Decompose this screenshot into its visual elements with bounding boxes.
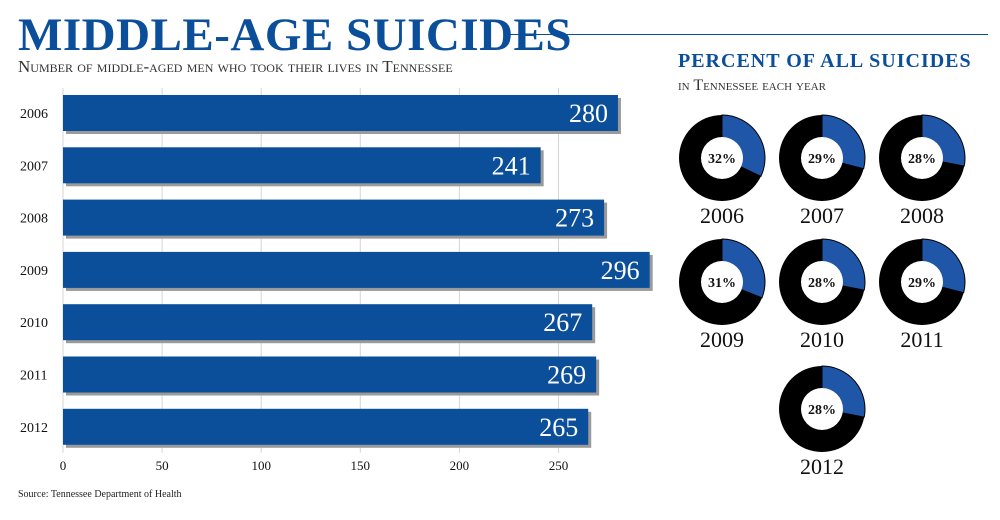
donut-percent-label: 31% (708, 276, 736, 291)
donut-hole (801, 137, 843, 179)
y-tick-label: 2011 (20, 369, 47, 384)
data-label: 269 (547, 361, 586, 390)
bar (63, 147, 541, 184)
donut-hole (901, 137, 943, 179)
donut-year-label: 2010 (800, 327, 844, 352)
bar (63, 95, 618, 131)
data-label: 280 (569, 99, 608, 128)
donut-ring (879, 115, 965, 201)
page-title: MIDDLE-AGE SUICIDES (18, 9, 573, 61)
donut-hole (701, 137, 743, 179)
y-tick-label: 2010 (20, 316, 48, 331)
donut-hole (701, 261, 743, 303)
y-tick-label: 2006 (20, 107, 48, 122)
donut-ring (779, 239, 865, 325)
donut-percent-label: 28% (908, 152, 936, 167)
x-tick-label: 0 (60, 458, 67, 473)
x-tick-label: 200 (450, 458, 470, 473)
bar-chart: 0 50 100 150 200 250 2006 280 2007 241 2008 273 2009… (20, 88, 653, 473)
donut-ring (779, 115, 865, 201)
donut-percent-label: 28% (808, 403, 836, 418)
bar (63, 304, 593, 341)
data-label: 273 (555, 204, 594, 233)
x-tick-label: 100 (251, 458, 271, 473)
bar (63, 356, 597, 393)
donut-percent-label: 29% (908, 276, 936, 291)
x-tick-label: 250 (549, 458, 569, 473)
donut-percent-label: 29% (808, 152, 836, 167)
y-tick-label: 2012 (20, 421, 48, 436)
y-tick-label: 2008 (20, 212, 48, 227)
donut-percent-label: 28% (808, 276, 836, 291)
donut-year-label: 2008 (900, 203, 944, 228)
donut-slice (921, 238, 966, 294)
donut-hole (801, 261, 843, 303)
donut-slice (921, 114, 966, 167)
data-label: 265 (539, 413, 578, 442)
data-label: 241 (492, 151, 531, 180)
chart-subtitle: Number of middle-aged men who took their… (18, 57, 453, 76)
donut-year-label: 2012 (800, 454, 844, 479)
donut-ring (679, 115, 765, 201)
bar (63, 251, 650, 288)
donut-slice (721, 238, 766, 299)
bar (63, 408, 589, 445)
donut-slice (821, 238, 866, 291)
x-tick-label: 50 (156, 458, 169, 473)
y-tick-label: 2007 (20, 159, 48, 174)
title-rule (510, 34, 988, 35)
data-label: 267 (543, 308, 582, 337)
donut-year-label: 2009 (700, 327, 744, 352)
donut-slice (821, 114, 866, 170)
x-tick-label: 150 (351, 458, 371, 473)
donut-year-label: 2007 (800, 203, 844, 228)
donut-panel-title: PERCENT OF ALL SUICIDES (678, 50, 972, 72)
donut-slice (821, 365, 866, 418)
donut-ring (879, 239, 965, 325)
donut-year-label: 2011 (900, 327, 943, 352)
donut-hole (801, 388, 843, 430)
donut-ring (779, 366, 865, 452)
donut-percent-label: 32% (708, 152, 736, 167)
donut-ring (679, 239, 765, 325)
data-label: 296 (601, 256, 640, 285)
donut-hole (901, 261, 943, 303)
donut-year-label: 2006 (700, 203, 744, 228)
source-note: Source: Tennessee Department of Health (18, 489, 182, 500)
donut-slice (721, 114, 766, 177)
y-tick-label: 2009 (20, 264, 48, 279)
bar (63, 199, 605, 236)
donut-panel-subtitle: in Tennessee each year (678, 77, 826, 94)
